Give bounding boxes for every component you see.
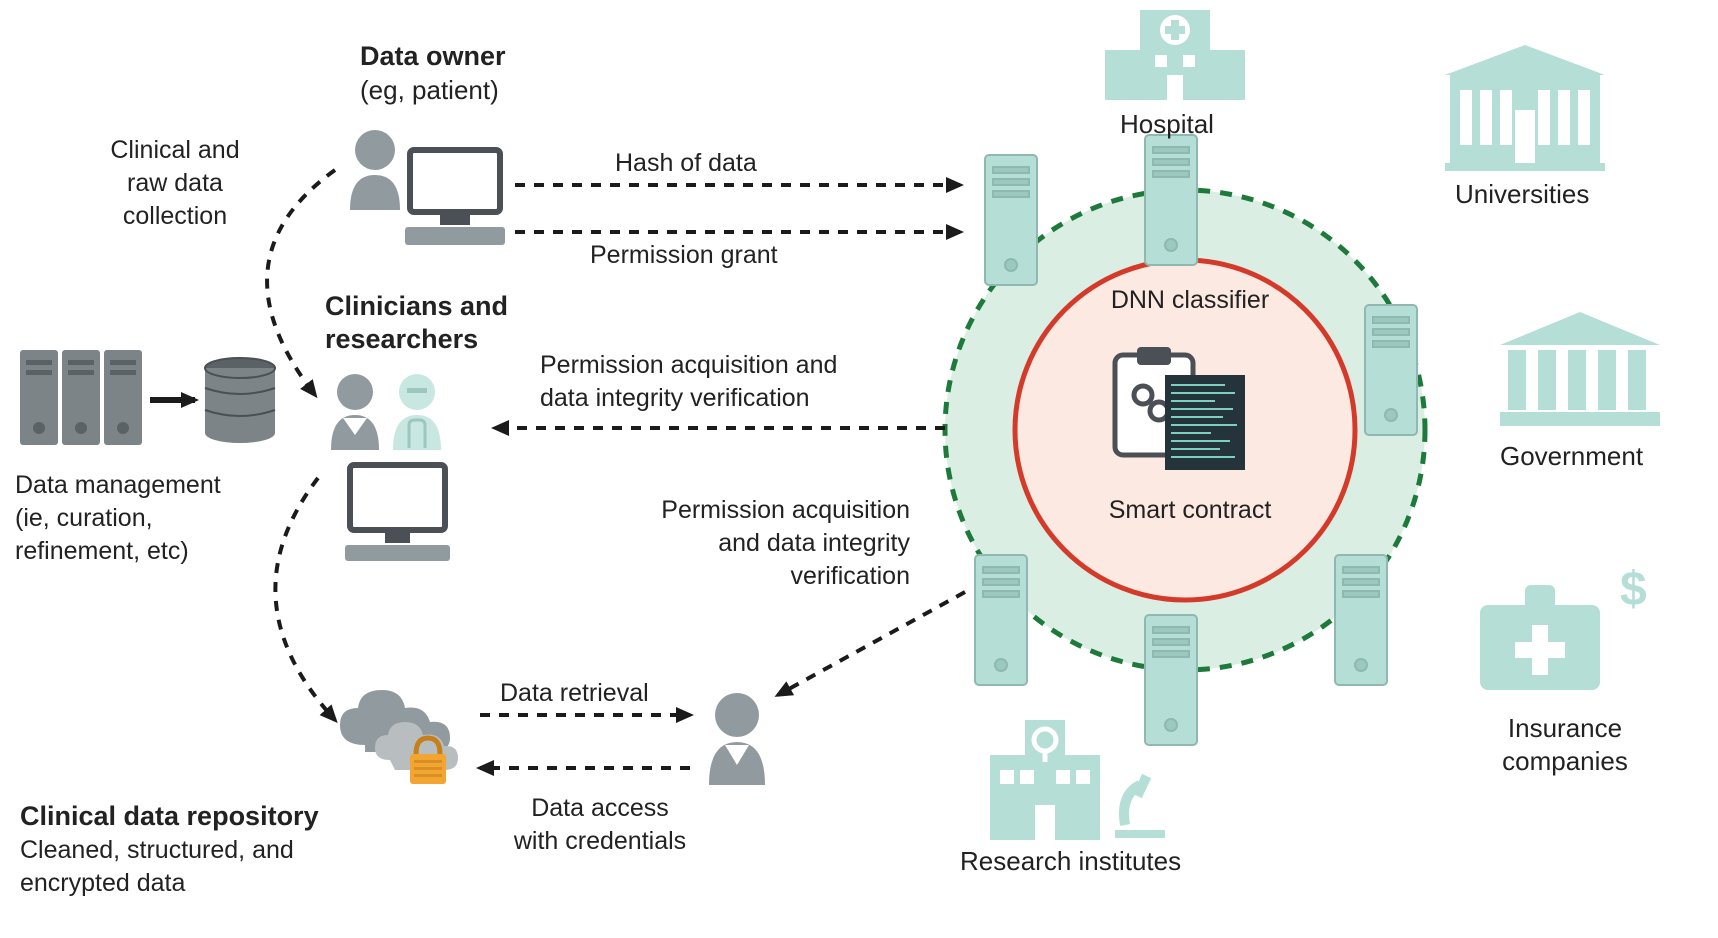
data-owner-icon — [350, 130, 505, 245]
clinicians-title-1: Clinicians and — [325, 290, 508, 324]
perm-acq1-l1: Permission acquisition and — [540, 350, 837, 381]
smart-contract-label: Smart contract — [1090, 495, 1290, 526]
hospital-label: Hospital — [1120, 108, 1214, 141]
access-l1: Data access — [500, 793, 700, 824]
research-institute-icon — [990, 720, 1165, 840]
hash-label: Hash of data — [615, 148, 757, 179]
cloud-repo-icon — [340, 690, 458, 784]
server-rack-icon — [20, 350, 142, 445]
retrieval-label: Data retrieval — [500, 678, 649, 709]
consumer-person-icon — [709, 693, 765, 785]
arrow-perm-acq-2 — [778, 592, 965, 695]
data-owner-sub: (eg, patient) — [360, 74, 499, 107]
perm-acq2-l2: and data integrity — [620, 528, 910, 559]
server-ring — [975, 135, 1417, 745]
clinical-collection-1: Clinical and — [90, 135, 260, 166]
perm-acq1-l2: data integrity verification — [540, 383, 810, 414]
data-owner-title: Data owner — [360, 40, 506, 74]
svg-text:$: $ — [1620, 563, 1647, 616]
data-mgmt-2: (ie, curation, — [15, 503, 153, 534]
repo-sub2: encrypted data — [20, 868, 185, 899]
university-icon — [1445, 45, 1605, 171]
repo-sub1: Cleaned, structured, and — [20, 835, 294, 866]
insurance-l1: Insurance — [1490, 712, 1640, 745]
government-label: Government — [1500, 440, 1643, 473]
database-icon — [205, 358, 275, 443]
hospital-icon — [1105, 10, 1245, 100]
data-mgmt-3: refinement, etc) — [15, 536, 189, 567]
outer-circle — [945, 190, 1425, 670]
clinicians-title-2: researchers — [325, 323, 478, 357]
arrow-clinical-collection — [267, 170, 335, 395]
dnn-label: DNN classifier — [1100, 285, 1280, 316]
clinical-collection-2: raw data — [90, 168, 260, 199]
government-icon — [1500, 312, 1660, 426]
universities-label: Universities — [1455, 178, 1589, 211]
perm-grant-label: Permission grant — [590, 240, 778, 271]
data-mgmt-1: Data management — [15, 470, 221, 501]
insurance-icon: $ — [1480, 563, 1647, 690]
research-label: Research institutes — [960, 845, 1181, 878]
arrow-clinicians-to-repo — [275, 478, 335, 720]
insurance-l2: companies — [1490, 745, 1640, 778]
clinical-collection-3: collection — [90, 201, 260, 232]
clinicians-icon — [331, 374, 450, 561]
perm-acq2-l3: verification — [620, 561, 910, 592]
access-l2: with credentials — [500, 826, 700, 857]
smart-contract-icon — [1115, 347, 1245, 470]
perm-acq2-l1: Permission acquisition — [620, 495, 910, 526]
repo-title: Clinical data repository — [20, 800, 319, 834]
